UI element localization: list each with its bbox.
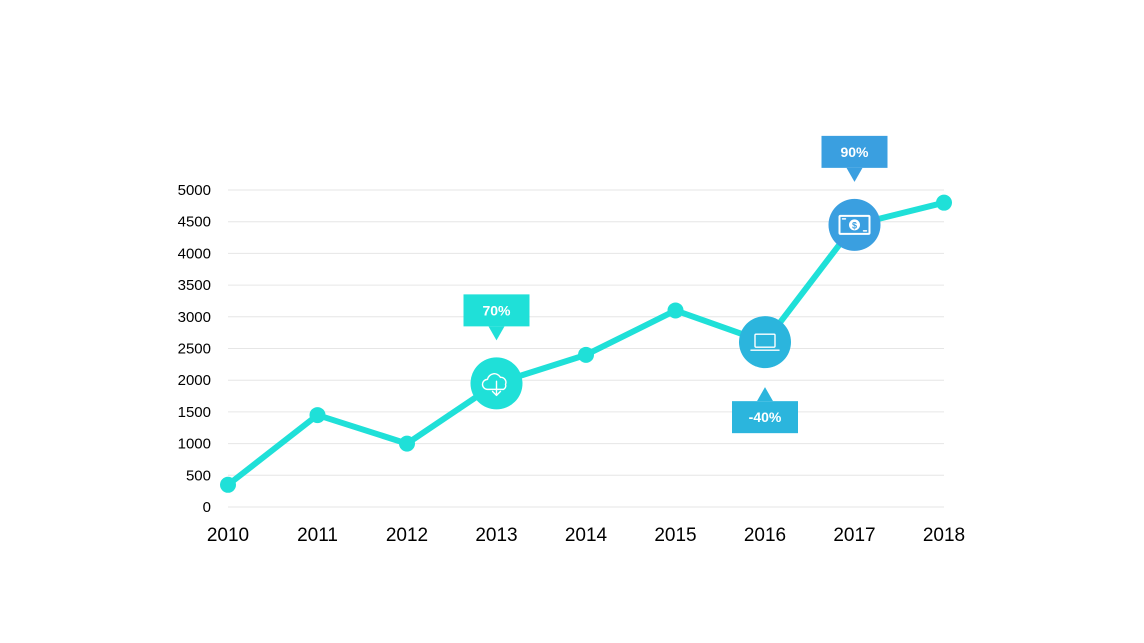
series-line	[225, 199, 947, 488]
y-tick-label: 1000	[178, 436, 211, 453]
data-point	[309, 407, 326, 424]
callout-pointer	[488, 326, 505, 341]
icon-circle	[739, 316, 791, 369]
callout-pointer	[846, 167, 863, 182]
svg-text:$: $	[852, 220, 857, 230]
callout-box	[732, 401, 798, 434]
callout-box	[821, 135, 888, 168]
y-tick-label: 2000	[178, 372, 211, 389]
y-tick-label: 1500	[178, 404, 211, 421]
cloud-download-icon	[481, 373, 507, 397]
money-bill-icon: $	[838, 214, 871, 235]
y-tick-label: 3000	[178, 309, 211, 326]
y-tick-label: 0	[203, 499, 211, 516]
laptop-icon	[750, 333, 780, 351]
x-tick-label: 2011	[297, 525, 338, 546]
x-tick-label: 2015	[654, 525, 696, 546]
x-tick-label: 2017	[833, 525, 875, 546]
x-tick-label: 2014	[565, 525, 608, 546]
data-point	[220, 476, 236, 493]
y-axis-ticks: 0 500 1000 1500 2000 2500 3000 3500 4000 4500 5000	[178, 182, 211, 516]
callout-2013: 70%	[463, 294, 530, 410]
data-points	[220, 194, 952, 493]
callout-label: -40%	[749, 409, 782, 425]
data-point	[936, 194, 952, 211]
callout-pointer	[757, 387, 773, 402]
callout-2016: -40%	[732, 316, 798, 434]
y-tick-label: 2500	[178, 341, 211, 358]
callouts: 70% -40% $90%	[463, 135, 888, 434]
callout-label: 90%	[840, 144, 869, 160]
series-line-group	[225, 199, 947, 488]
y-tick-label: 3500	[178, 277, 211, 294]
x-tick-label: 2013	[475, 525, 517, 546]
data-point	[399, 435, 415, 452]
y-tick-label: 5000	[178, 182, 211, 199]
y-tick-label: 4000	[178, 245, 211, 262]
data-point	[578, 346, 594, 363]
x-tick-label: 2012	[386, 525, 428, 546]
data-point	[667, 302, 684, 319]
callout-box	[463, 294, 530, 327]
x-tick-label: 2018	[923, 525, 965, 546]
x-tick-label: 2010	[207, 525, 249, 546]
callout-2017: $90%	[821, 135, 888, 251]
callout-label: 70%	[482, 302, 511, 318]
y-tick-label: 500	[186, 467, 211, 484]
y-tick-label: 4500	[178, 214, 211, 231]
x-tick-label: 2016	[744, 525, 786, 546]
x-axis-ticks: 2010 2011 2012 2013 2014 2015 2016 2017 2018	[207, 525, 965, 546]
